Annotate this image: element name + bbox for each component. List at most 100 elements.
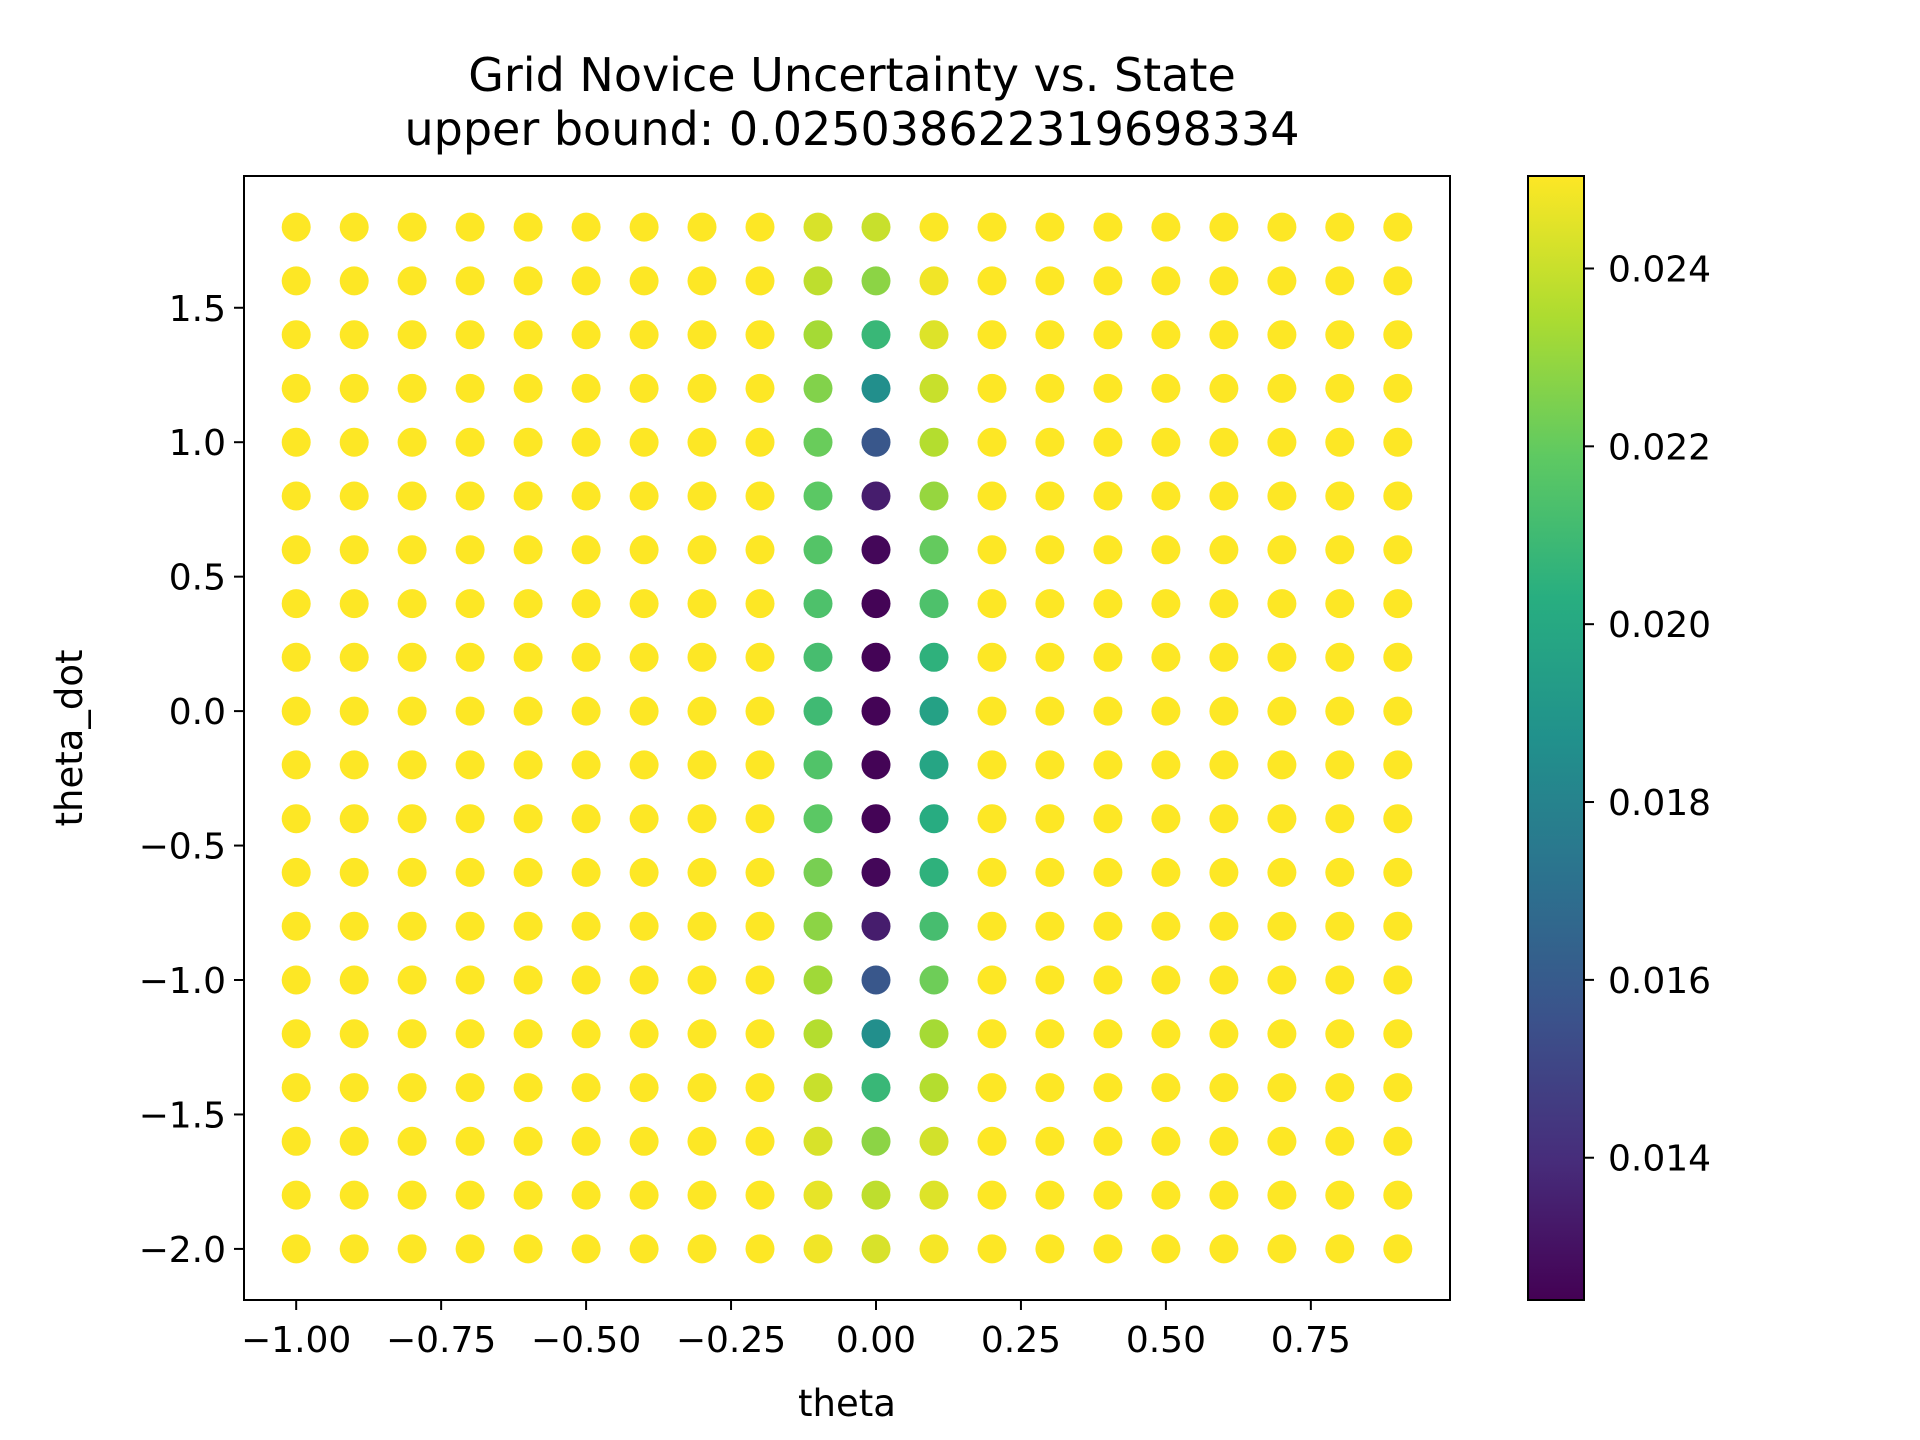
- data-point: [861, 266, 891, 296]
- data-point: [1151, 696, 1181, 726]
- data-point: [1151, 427, 1181, 457]
- colorbar-tick-label: 0.024: [1608, 249, 1711, 290]
- data-point: [571, 589, 601, 619]
- colorbar-tick-label: 0.022: [1608, 427, 1711, 468]
- x-tick-label: −0.50: [531, 1320, 641, 1361]
- data-point: [687, 589, 717, 619]
- y-tick-label: −1.0: [139, 961, 226, 1002]
- data-point: [629, 212, 659, 242]
- data-point: [1093, 1126, 1123, 1156]
- data-point: [629, 1126, 659, 1156]
- data-point: [281, 212, 311, 242]
- x-tick-label: 0.75: [1271, 1320, 1351, 1361]
- data-point: [745, 1234, 775, 1264]
- data-point: [861, 911, 891, 941]
- colorbar-tick-label: 0.020: [1608, 605, 1711, 646]
- data-point: [1267, 1019, 1297, 1049]
- data-point: [803, 212, 833, 242]
- data-point: [281, 857, 311, 887]
- data-point: [1267, 481, 1297, 511]
- data-point: [1209, 373, 1239, 403]
- data-point: [1151, 1073, 1181, 1103]
- data-point: [745, 1180, 775, 1210]
- data-point: [513, 1180, 543, 1210]
- data-point: [1209, 1234, 1239, 1264]
- data-point: [629, 965, 659, 995]
- data-point: [1383, 804, 1413, 834]
- data-point: [687, 857, 717, 887]
- data-point: [1093, 373, 1123, 403]
- data-point: [977, 857, 1007, 887]
- data-point: [687, 427, 717, 457]
- data-point: [629, 911, 659, 941]
- data-point: [1325, 696, 1355, 726]
- data-point: [513, 965, 543, 995]
- data-point: [629, 373, 659, 403]
- data-point: [1267, 965, 1297, 995]
- data-point: [1209, 212, 1239, 242]
- data-point: [861, 696, 891, 726]
- data-point: [629, 696, 659, 726]
- data-point: [339, 1019, 369, 1049]
- data-point: [919, 373, 949, 403]
- data-point: [455, 965, 485, 995]
- data-point: [1209, 1126, 1239, 1156]
- data-point: [339, 1180, 369, 1210]
- data-point: [977, 696, 1007, 726]
- data-point: [455, 212, 485, 242]
- data-point: [1267, 589, 1297, 619]
- data-point: [803, 589, 833, 619]
- y-tick-label: 1.0: [169, 423, 226, 464]
- data-point: [571, 804, 601, 834]
- data-point: [1209, 1019, 1239, 1049]
- data-point: [803, 911, 833, 941]
- data-point: [1093, 589, 1123, 619]
- y-tick-label: 0.5: [169, 558, 226, 599]
- data-point: [629, 1234, 659, 1264]
- data-point: [1035, 911, 1065, 941]
- data-point: [1267, 320, 1297, 350]
- data-point: [281, 535, 311, 565]
- data-point: [1209, 911, 1239, 941]
- data-point: [455, 750, 485, 780]
- data-point: [1151, 212, 1181, 242]
- data-point: [1151, 320, 1181, 350]
- data-point: [1209, 642, 1239, 672]
- data-point: [803, 1234, 833, 1264]
- y-tick-label: −0.5: [139, 827, 226, 868]
- y-axis-label: theta_dot: [48, 649, 91, 826]
- data-point: [1035, 373, 1065, 403]
- data-point: [803, 320, 833, 350]
- data-point: [281, 266, 311, 296]
- data-point: [919, 965, 949, 995]
- data-point: [1267, 857, 1297, 887]
- data-point: [803, 1180, 833, 1210]
- data-point: [1035, 589, 1065, 619]
- data-point: [339, 965, 369, 995]
- data-point: [455, 642, 485, 672]
- data-point: [919, 320, 949, 350]
- data-point: [977, 320, 1007, 350]
- data-point: [1151, 750, 1181, 780]
- data-point: [1093, 427, 1123, 457]
- data-point: [1151, 1019, 1181, 1049]
- data-point: [1267, 212, 1297, 242]
- data-point: [1383, 481, 1413, 511]
- data-point: [629, 266, 659, 296]
- data-point: [1209, 804, 1239, 834]
- data-point: [571, 1073, 601, 1103]
- chart-title: Grid Novice Uncertainty vs. State: [468, 48, 1236, 102]
- data-point: [977, 589, 1007, 619]
- colorbar-tick-label: 0.014: [1608, 1139, 1711, 1180]
- data-point: [1151, 266, 1181, 296]
- data-point: [919, 481, 949, 511]
- data-point: [977, 750, 1007, 780]
- data-point: [745, 642, 775, 672]
- data-point: [803, 427, 833, 457]
- data-point: [571, 481, 601, 511]
- data-point: [1383, 857, 1413, 887]
- x-tick-label: −0.25: [676, 1320, 786, 1361]
- data-point: [919, 642, 949, 672]
- data-point: [1209, 1073, 1239, 1103]
- data-point: [1035, 750, 1065, 780]
